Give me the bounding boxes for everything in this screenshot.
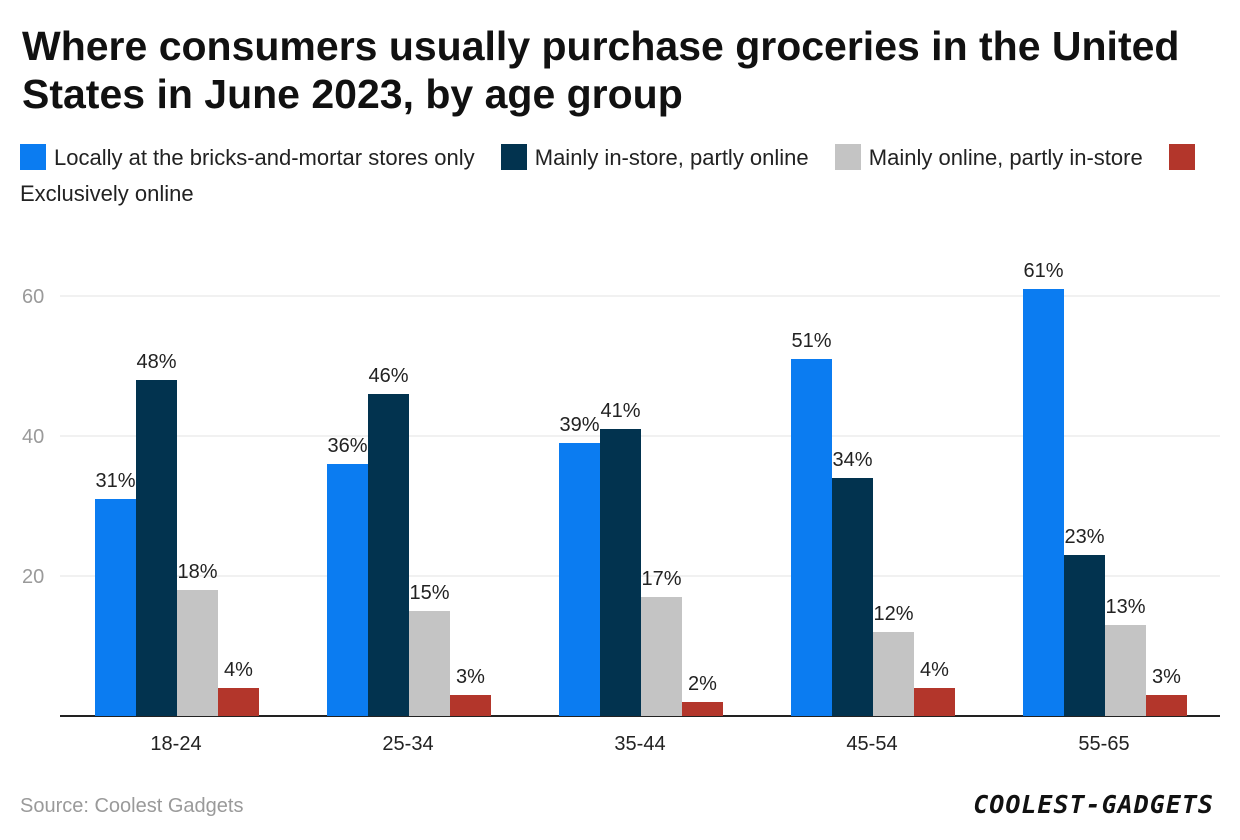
chart-title: Where consumers usually purchase groceri…	[22, 23, 1180, 117]
y-tick-label: 40	[22, 426, 44, 448]
bar	[832, 478, 873, 716]
data-label: 17%	[641, 568, 681, 590]
data-label: 39%	[559, 414, 599, 436]
x-tick-label: 35-44	[614, 733, 665, 755]
bar	[136, 380, 177, 716]
bar	[1105, 625, 1146, 716]
legend-item: Mainly online, partly in-store	[834, 144, 1143, 170]
bar	[873, 632, 914, 716]
x-tick-label: 25-34	[382, 733, 433, 755]
bar	[600, 429, 641, 716]
legend-label: Mainly online, partly in-store	[868, 145, 1143, 170]
data-label: 41%	[600, 400, 640, 422]
legend-label: Mainly in-store, partly online	[534, 145, 809, 170]
legend: Locally at the bricks-and-mortar stores …	[20, 140, 1210, 212]
legend-label: Locally at the bricks-and-mortar stores …	[54, 145, 475, 170]
data-label: 15%	[409, 582, 449, 604]
data-label: 46%	[368, 365, 408, 387]
legend-item: Exclusively online	[20, 144, 1203, 206]
legend-label: Exclusively online	[20, 181, 194, 206]
bar	[682, 702, 723, 716]
legend-item: Mainly in-store, partly online	[500, 144, 809, 170]
data-label: 4%	[920, 659, 949, 681]
bar	[791, 359, 832, 716]
legend-swatch	[500, 144, 527, 170]
data-label: 36%	[327, 435, 367, 457]
legend-swatch	[834, 144, 861, 170]
data-label: 34%	[832, 449, 872, 471]
bar	[368, 394, 409, 716]
data-label: 13%	[1105, 596, 1145, 618]
bar	[409, 611, 450, 716]
data-label: 48%	[136, 351, 176, 373]
data-label: 3%	[456, 666, 485, 688]
source-note: Source: Coolest Gadgets	[20, 795, 244, 817]
x-tick-label: 45-54	[846, 733, 897, 755]
data-label: 23%	[1064, 526, 1104, 548]
legend-swatch	[20, 144, 46, 170]
bar	[218, 688, 259, 716]
bar	[95, 499, 136, 716]
legend-item: Locally at the bricks-and-mortar stores …	[20, 144, 475, 170]
data-label: 31%	[95, 470, 135, 492]
data-label: 3%	[1152, 666, 1181, 688]
bar	[641, 597, 682, 716]
x-tick-label: 55-65	[1078, 733, 1129, 755]
bar	[1146, 695, 1187, 716]
bar	[559, 443, 600, 716]
legend-swatch	[1168, 144, 1195, 170]
data-label: 18%	[177, 561, 217, 583]
brand-logo: COOLEST-GADGETS	[973, 790, 1214, 819]
y-tick-label: 60	[22, 286, 44, 308]
data-label: 4%	[224, 659, 253, 681]
bar	[914, 688, 955, 716]
data-label: 12%	[873, 603, 913, 625]
data-label: 51%	[791, 330, 831, 352]
bar-chart: 20 40 60 31% 48% 18% 4% 18-24 36% 46% 15% 3% 25-34 39…	[22, 260, 1220, 755]
bar	[1064, 555, 1105, 716]
data-label: 2%	[688, 673, 717, 695]
data-label: 61%	[1023, 260, 1063, 282]
bar	[177, 590, 218, 716]
bar	[327, 464, 368, 716]
x-tick-label: 18-24	[150, 733, 201, 755]
bar	[450, 695, 491, 716]
y-tick-label: 20	[22, 566, 44, 588]
bar	[1023, 289, 1064, 716]
